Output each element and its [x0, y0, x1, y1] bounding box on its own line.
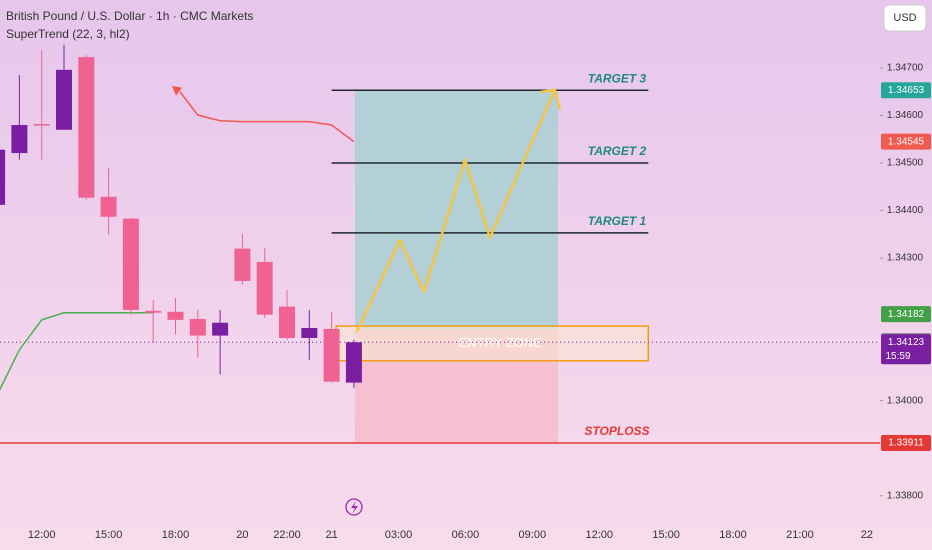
chart-title: British Pound / U.S. Dollar · 1h · CMC M…	[6, 9, 253, 23]
y-tick-label: 1.34400	[887, 205, 924, 216]
candle-body	[122, 218, 139, 310]
projection-path	[355, 89, 556, 333]
x-tick-label: 20	[236, 529, 248, 541]
currency-button[interactable]	[883, 4, 927, 32]
candle-body	[234, 248, 251, 281]
x-tick-label: 21:00	[786, 529, 814, 541]
x-tick-label: 21	[325, 529, 337, 541]
candle-body	[78, 57, 95, 198]
y-tick-label: 1.34600	[887, 110, 924, 121]
candle-body	[100, 196, 117, 217]
x-tick-label: 12:00	[28, 529, 56, 541]
candle-body	[279, 306, 296, 338]
price-badge	[881, 306, 931, 323]
y-tick-label: 1.33800	[887, 490, 924, 501]
price-badge	[881, 82, 931, 99]
plot-area: 1.34700 1.34600 1.34500 1.34400 1.34300 1.340…	[0, 44, 931, 541]
y-tick-label: 1.34500	[887, 158, 924, 169]
x-tick-label: 09:00	[519, 529, 547, 541]
x-tick-label: 18:00	[162, 529, 190, 541]
price-countdown: 15:59	[885, 351, 910, 362]
candle-body	[212, 322, 229, 336]
y-tick-label: 1.34300	[887, 253, 924, 264]
candle-body	[345, 342, 362, 383]
level-label: TARGET 2	[588, 144, 647, 158]
x-tick-label: 15:00	[652, 529, 680, 541]
candle-body	[167, 311, 184, 320]
supertrend-line	[179, 91, 355, 143]
currency-label[interactable]: USD	[893, 12, 916, 24]
x-tick-label: 22:00	[273, 529, 301, 541]
price-badge-label: 1.34545	[888, 136, 925, 147]
y-tick-label: 1.34000	[887, 395, 924, 406]
candle-body	[256, 261, 273, 315]
price-badge	[881, 334, 931, 365]
event-icon	[345, 498, 363, 516]
x-tick-label: 15:00	[95, 529, 123, 541]
x-tick-label: 06:00	[452, 529, 480, 541]
level-label: TARGET 1	[588, 214, 647, 228]
supertrend-arrowhead	[171, 85, 182, 96]
profit-zone	[355, 90, 558, 330]
indicator-label: SuperTrend (22, 3, hl2)	[6, 27, 130, 41]
candle-body	[33, 124, 50, 126]
price-badge	[881, 434, 931, 451]
candle-body	[189, 318, 206, 336]
candle-body	[56, 69, 73, 130]
x-tick-label: 03:00	[385, 529, 413, 541]
price-badge	[881, 133, 931, 150]
level-label: STOPLOSS	[584, 424, 649, 438]
entry-zone	[335, 325, 650, 362]
supertrend-line	[0, 312, 154, 391]
x-tick-label: 18:00	[719, 529, 747, 541]
price-badge-label: 1.34182	[888, 309, 925, 320]
price-badge-label: 1.34653	[888, 85, 925, 96]
candle-body	[11, 125, 28, 154]
projection-arrowhead	[540, 88, 562, 111]
level-label: TARGET 3	[588, 71, 647, 85]
candle-body	[145, 310, 162, 313]
candle-body	[0, 149, 6, 205]
price-badge-label: 1.34123	[888, 337, 925, 348]
y-tick-label: 1.34700	[887, 63, 924, 74]
candle-body	[323, 328, 340, 382]
x-tick-label: 12:00	[585, 529, 613, 541]
x-tick-label: 22	[861, 529, 873, 541]
candle-body	[301, 327, 318, 338]
price-badge-label: 1.33911	[888, 438, 924, 449]
